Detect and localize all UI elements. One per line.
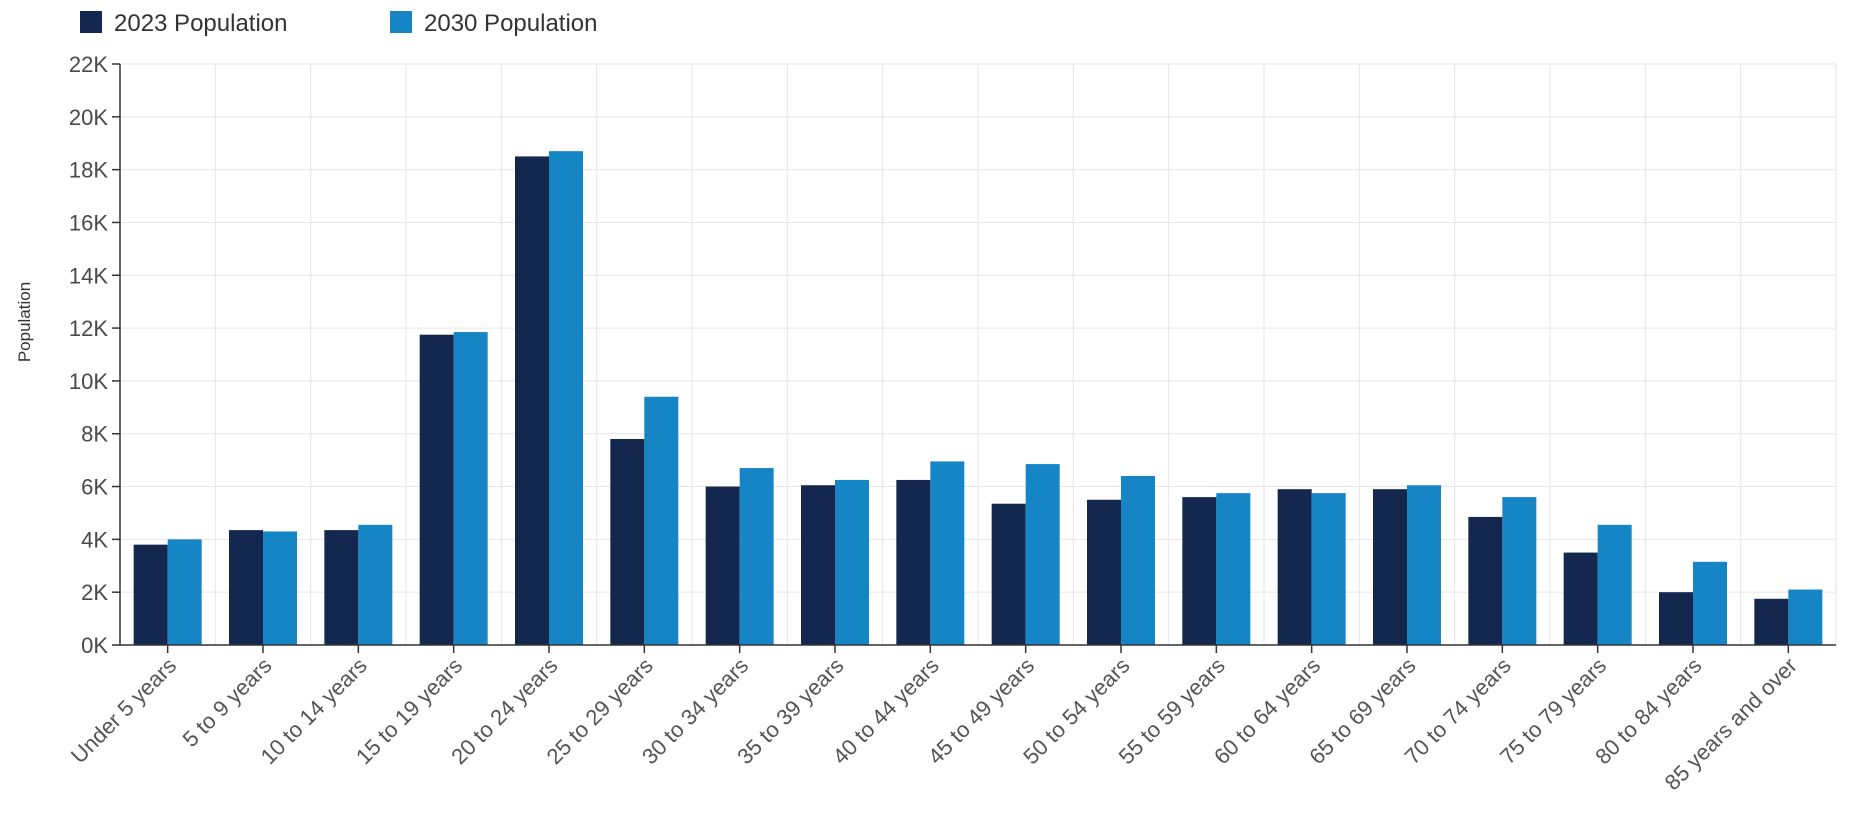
bar-2023-1 — [229, 530, 263, 645]
bar-2023-3 — [419, 334, 454, 645]
bar-2030-9 — [1025, 464, 1060, 645]
x-tick-label: Under 5 years — [66, 653, 181, 768]
bar-2030-2 — [358, 524, 393, 645]
bar-2023-14 — [1468, 516, 1503, 645]
bars — [133, 151, 1823, 645]
bar-2023-16 — [1659, 592, 1693, 645]
bar-2030-11 — [1216, 493, 1251, 645]
y-tick-label: 20K — [69, 105, 108, 130]
x-tick-label: 5 to 9 years — [178, 653, 277, 752]
legend-swatch-2023 — [80, 11, 102, 33]
bar-2023-7 — [801, 485, 835, 645]
y-axis-tick-labels: 0K 2K 4K 6K 8K 10K 12K 14K 16K 18K 20K 22K — [69, 52, 108, 658]
bar-2023-10 — [1087, 499, 1121, 645]
legend: 2023 Population 2030 Population — [80, 10, 597, 37]
bar-2030-4 — [549, 151, 583, 645]
y-tick-label: 12K — [69, 316, 108, 341]
bar-2030-10 — [1121, 475, 1155, 645]
bar-2023-2 — [324, 530, 359, 645]
y-tick-label: 2K — [81, 580, 108, 605]
bar-2030-5 — [644, 396, 679, 645]
bar-2030-1 — [263, 531, 297, 645]
y-tick-label: 22K — [69, 52, 108, 77]
y-tick-label: 6K — [81, 475, 108, 500]
bar-2030-7 — [835, 479, 869, 645]
bar-2023-5 — [610, 439, 645, 645]
bar-2030-13 — [1407, 485, 1441, 645]
bar-2030-16 — [1693, 561, 1727, 645]
y-tick-label: 18K — [69, 158, 108, 183]
bar-2023-11 — [1182, 497, 1217, 645]
bar-2030-6 — [739, 468, 774, 645]
bar-2023-8 — [896, 479, 931, 645]
y-tick-label: 10K — [69, 369, 108, 394]
bar-2030-8 — [930, 461, 965, 645]
y-tick-label: 14K — [69, 263, 108, 288]
y-tick-label: 8K — [81, 422, 108, 447]
bar-2023-6 — [705, 486, 740, 645]
y-tick-label: 4K — [81, 527, 108, 552]
bar-2030-3 — [453, 332, 488, 645]
bar-2023-9 — [991, 503, 1026, 645]
bar-2023-17 — [1754, 598, 1789, 645]
bar-2030-0 — [167, 539, 202, 645]
axes — [112, 63, 1836, 653]
y-axis-title: Population — [15, 282, 34, 362]
bar-2023-15 — [1563, 552, 1598, 645]
bar-2030-15 — [1597, 524, 1632, 645]
y-tick-label: 16K — [69, 210, 108, 235]
bar-2023-13 — [1373, 489, 1407, 645]
bar-2030-12 — [1311, 493, 1346, 645]
bar-2023-12 — [1277, 489, 1312, 645]
legend-label-2023: 2023 Population — [114, 10, 287, 37]
bar-2023-4 — [515, 156, 549, 645]
y-tick-label: 0K — [81, 633, 108, 658]
legend-label-2030: 2030 Population — [424, 10, 597, 37]
bar-2023-0 — [133, 544, 168, 645]
gridlines — [120, 63, 1837, 645]
bar-2030-14 — [1502, 497, 1537, 645]
legend-swatch-2030 — [390, 11, 412, 33]
bar-2030-17 — [1788, 589, 1823, 645]
